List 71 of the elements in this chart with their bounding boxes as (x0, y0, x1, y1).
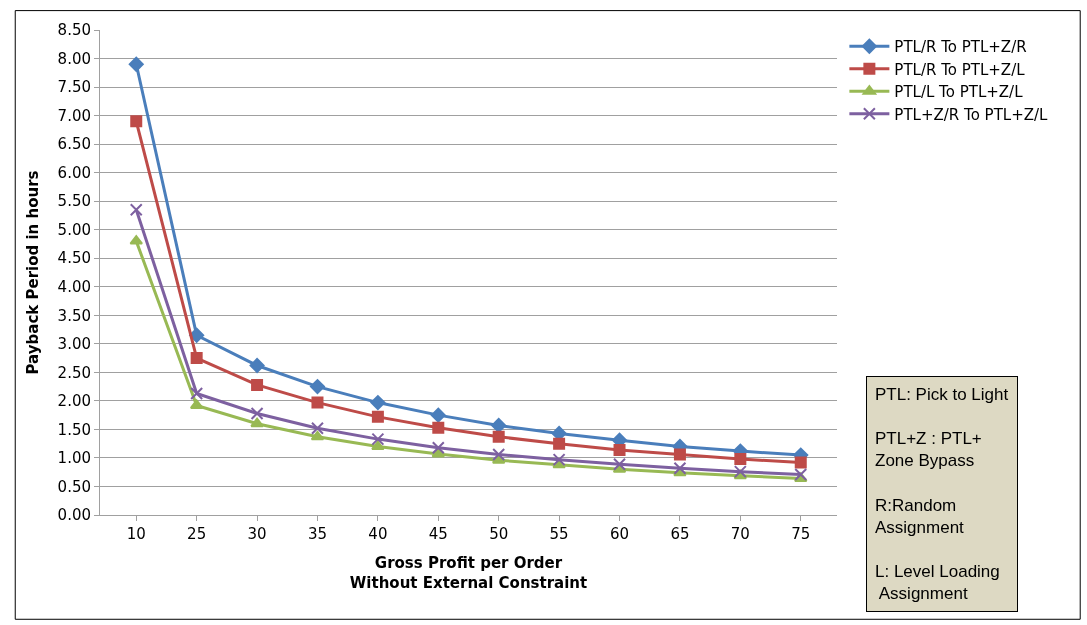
x-tick-label: 35 (307, 525, 328, 543)
point (371, 432, 385, 446)
y-tick-label: 5.50 (57, 192, 91, 211)
y-tick-label: 1.00 (57, 449, 91, 468)
point (189, 327, 205, 343)
x-tick-label: 25 (187, 525, 207, 543)
y-tick-label: 7.50 (57, 78, 91, 97)
y-tick-label: 3.00 (57, 335, 91, 354)
point (190, 352, 203, 365)
legend-label: PTL/R To PTL+Z/R (894, 38, 1027, 57)
point (130, 115, 143, 128)
point (673, 461, 687, 475)
point (613, 457, 627, 471)
x-tick-label: 50 (489, 525, 509, 543)
point (309, 379, 325, 395)
x-axis-title: Gross Profit per Order Without External Constraint (349, 554, 588, 592)
point (430, 407, 446, 423)
x-tick-label: 55 (549, 525, 569, 543)
x-tick-label: 70 (730, 525, 750, 543)
point (794, 467, 808, 481)
point (553, 437, 566, 450)
point (250, 406, 264, 420)
point (190, 386, 204, 400)
point (310, 430, 325, 441)
x-tick-label: 75 (791, 525, 811, 543)
point (249, 358, 265, 374)
point (370, 395, 386, 411)
point (491, 417, 507, 433)
point (734, 453, 747, 466)
point (371, 440, 385, 451)
point (432, 421, 445, 434)
point (492, 448, 506, 462)
y-tick-label: 6.50 (57, 135, 91, 154)
point (613, 443, 626, 456)
x-tick-label: 60 (609, 525, 630, 543)
point (129, 203, 143, 217)
y-tick-label: 0.00 (57, 506, 91, 525)
point (492, 430, 505, 443)
y-tick-label: 5.00 (57, 220, 91, 239)
point (733, 465, 747, 479)
point (251, 378, 264, 391)
point (552, 453, 566, 467)
y-tick-label: 8.50 (57, 21, 91, 40)
y-tick-label: 8.00 (57, 49, 91, 68)
y-tick-label: 2.00 (57, 392, 91, 411)
y-tick-label: 1.50 (57, 420, 91, 439)
point (310, 421, 324, 435)
point (673, 448, 686, 461)
x-tick-label: 65 (670, 525, 690, 543)
y-tick-label: 7.00 (57, 106, 91, 125)
y-tick-label: 6.00 (57, 163, 91, 182)
legend-label: PTL+Z/R To PTL+Z/L (894, 105, 1049, 124)
x-tick-label: 45 (428, 525, 448, 543)
point (371, 410, 384, 423)
x-tick-label: 30 (247, 525, 267, 543)
x-tick-label: 10 (126, 525, 146, 543)
y-tick-label: 4.00 (57, 278, 91, 297)
x-tick-label: 40 (368, 525, 388, 543)
point (431, 441, 445, 455)
point (311, 396, 324, 409)
y-tick-label: 4.50 (57, 249, 91, 268)
text: PTL: Pick to Light PTL+Z : PTL+ Zone Bypass R:Random Assignment L: Level Loading Assignment (875, 385, 1009, 603)
point (794, 456, 807, 469)
legend-label: PTL/L To PTL+Z/L (894, 83, 1024, 102)
y-tick-label: 3.50 (57, 306, 91, 325)
y-tick-label: 0.50 (57, 477, 91, 496)
point (250, 417, 264, 428)
legend-label: PTL/R To PTL+Z/L (894, 60, 1026, 79)
y-axis-title: Payback Period in hours (23, 170, 42, 375)
y-tick-label: 2.50 (57, 363, 91, 382)
point (128, 56, 144, 72)
